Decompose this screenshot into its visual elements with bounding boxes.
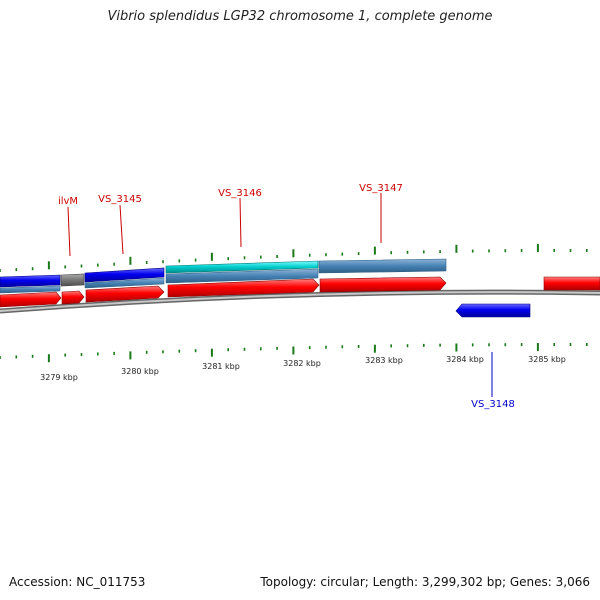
kbp-label-3285: 3285 kbp [528,355,566,364]
leader-ilvM [67,206,71,257]
cds-forward-VS_3147 [319,276,447,293]
gene-label-ilvM: ilvM [58,196,78,207]
cds-reverse-VS_3148 [455,303,531,318]
gene-track-steel-1 [0,285,61,294]
gene-label-VS_3148: VS_3148 [471,399,515,410]
gene-track-steel-2 [84,277,165,289]
kbp-label-3283: 3283 kbp [365,356,403,365]
map-title: Vibrio splendidus LGP32 chromosome 1, co… [107,9,493,24]
leader-VS_3145 [119,204,124,255]
kbp-label-3281: 3281 kbp [202,362,240,371]
gene-track-upper-blue [84,267,165,283]
cds-forward-ilvM [61,290,85,305]
cds-forward-1 [0,291,62,308]
kbp-label-3280: 3280 kbp [121,367,159,376]
kbp-label-3284: 3284 kbp [446,355,484,364]
leader-VS_3146 [239,197,242,248]
gene-ilvM-gray [60,273,85,287]
tick-row-inner [0,343,588,363]
accession-text: Accession: NC_011753 [9,575,146,589]
cds-forward-VS_3145 [85,285,165,303]
gene-track-upper-steel [318,258,447,274]
gene-label-VS_3146: VS_3146 [218,188,262,199]
genome-summary-text: Topology: circular; Length: 3,299,302 bp… [260,575,590,589]
gene-label-VS_3147: VS_3147 [359,183,403,194]
gene-track-upper-left [0,274,61,288]
cds-forward-right [543,276,600,291]
backbone-inner [0,291,600,312]
tick-row-outer [0,244,588,272]
gene-track-upper-cyan [165,260,319,274]
gene-track-steel-3 [165,268,319,284]
kbp-label-3282: 3282 kbp [283,359,321,368]
gene-label-VS_3145: VS_3145 [98,194,142,205]
kbp-label-3279: 3279 kbp [40,373,78,382]
cds-forward-VS_3146 [167,278,320,298]
